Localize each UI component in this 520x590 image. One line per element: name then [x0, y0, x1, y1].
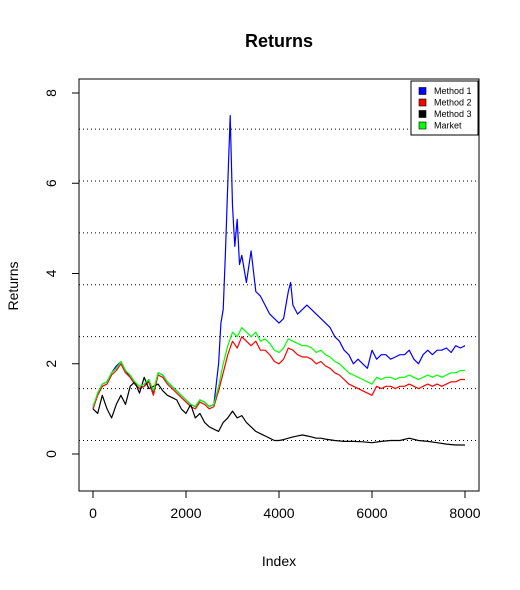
y-axis: 0 2 4 6 8: [43, 89, 80, 458]
y-tick-label: 2: [43, 360, 59, 368]
legend-label: Method 2: [434, 98, 472, 108]
x-axis-label: Index: [262, 553, 296, 569]
y-tick-label: 8: [43, 89, 59, 97]
horizontal-dotted-lines: [79, 128, 479, 441]
legend-label: Method 1: [434, 86, 472, 96]
y-tick-label: 6: [43, 179, 59, 187]
x-tick-label: 8000: [449, 505, 480, 521]
series-line-method-1: [92, 114, 466, 410]
series-layer: [92, 114, 466, 446]
legend-label: Market: [434, 121, 462, 131]
legend-swatch: [418, 98, 427, 107]
legend-swatch: [418, 121, 427, 130]
x-tick-label: 4000: [263, 505, 294, 521]
x-axis: 0 2000 4000 6000 8000: [89, 490, 481, 521]
chart-title: Returns: [245, 31, 313, 51]
series-line-method-2: [92, 336, 465, 410]
x-tick-label: 0: [89, 505, 97, 521]
x-tick-label: 6000: [356, 505, 387, 521]
legend-swatch: [418, 87, 427, 95]
series-line-method-3: [92, 376, 465, 446]
legend-label: Method 3: [434, 109, 472, 119]
legend-swatch: [418, 110, 427, 118]
y-tick-label: 4: [43, 269, 59, 277]
y-tick-label: 0: [43, 450, 59, 458]
y-axis-label: Returns: [5, 261, 21, 310]
series-line-market: [92, 327, 465, 408]
x-tick-label: 2000: [170, 505, 201, 521]
